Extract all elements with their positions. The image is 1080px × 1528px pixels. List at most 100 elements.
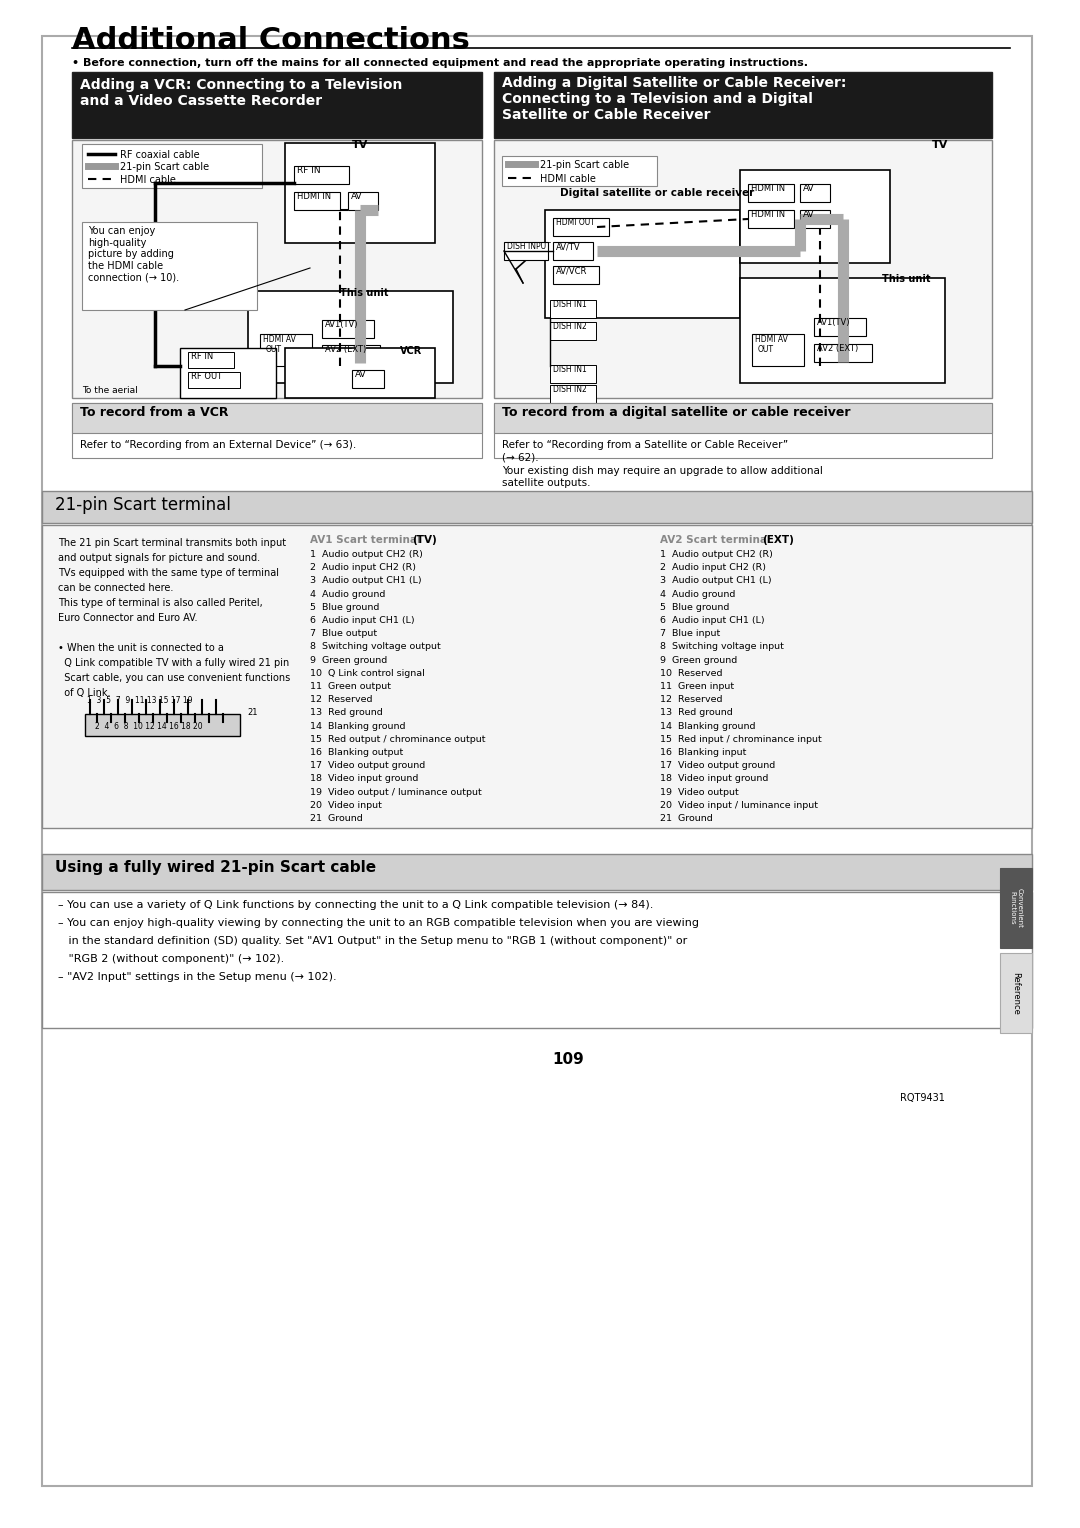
Text: DISH IN1: DISH IN1	[553, 299, 586, 309]
Text: This type of terminal is also called Peritel,: This type of terminal is also called Per…	[58, 597, 262, 608]
Bar	[42, 526, 1032, 828]
Text: – "AV2 Input" settings in the Setup menu (→ 102).: – "AV2 Input" settings in the Setup menu…	[58, 972, 337, 983]
Text: AV1(TV): AV1(TV)	[816, 318, 851, 327]
Text: 19  Video output / luminance output: 19 Video output / luminance output	[310, 787, 482, 796]
Text: 12  Reserved: 12 Reserved	[660, 695, 723, 704]
Text: • When the unit is connected to a: • When the unit is connected to a	[58, 643, 224, 652]
Bar	[553, 219, 609, 235]
Bar	[322, 345, 380, 364]
Bar	[348, 193, 378, 209]
Bar	[248, 290, 453, 384]
Text: To record from a digital satellite or cable receiver: To record from a digital satellite or ca…	[502, 406, 851, 419]
Bar	[504, 241, 548, 260]
Text: (TV): (TV)	[411, 535, 436, 545]
Text: in the standard definition (SD) quality. Set "AV1 Output" in the Setup menu to ": in the standard definition (SD) quality.…	[58, 937, 687, 946]
Text: 20  Video input: 20 Video input	[310, 801, 382, 810]
Bar	[1000, 953, 1032, 1033]
Text: 3  Audio output CH1 (L): 3 Audio output CH1 (L)	[310, 576, 421, 585]
Bar	[550, 322, 596, 341]
Bar	[72, 403, 482, 458]
Bar	[294, 193, 340, 209]
Text: OUT: OUT	[758, 345, 774, 354]
Bar	[740, 278, 945, 384]
Bar	[553, 266, 599, 284]
Bar	[740, 170, 890, 263]
Text: 17  Video output ground: 17 Video output ground	[310, 761, 426, 770]
Bar	[322, 319, 374, 338]
Text: "RGB 2 (without component)" (→ 102).: "RGB 2 (without component)" (→ 102).	[58, 953, 284, 964]
Bar	[494, 403, 993, 432]
Text: To record from a VCR: To record from a VCR	[80, 406, 229, 419]
Bar	[180, 348, 276, 397]
Text: 5  Blue ground: 5 Blue ground	[660, 604, 729, 611]
Text: 11  Green input: 11 Green input	[660, 681, 734, 691]
Bar	[42, 490, 1032, 523]
Text: 7  Blue output: 7 Blue output	[310, 630, 377, 639]
Text: AV: AV	[351, 193, 363, 202]
Text: This unit: This unit	[881, 274, 930, 284]
Text: 13  Red ground: 13 Red ground	[660, 709, 732, 718]
Text: 9  Green ground: 9 Green ground	[310, 656, 388, 665]
Text: HDMI OUT: HDMI OUT	[556, 219, 595, 228]
Text: 4  Audio ground: 4 Audio ground	[310, 590, 386, 599]
Text: HDMI IN: HDMI IN	[751, 183, 785, 193]
Bar	[352, 370, 384, 388]
Text: HDMI IN: HDMI IN	[297, 193, 332, 202]
Text: RF OUT: RF OUT	[191, 371, 222, 380]
Bar	[550, 385, 596, 403]
Text: This unit: This unit	[339, 287, 388, 298]
Bar	[748, 209, 794, 228]
Text: AV2 (EXT): AV2 (EXT)	[816, 344, 859, 353]
Text: RQT9431: RQT9431	[900, 1093, 945, 1103]
Text: 21-pin Scart terminal: 21-pin Scart terminal	[55, 497, 231, 513]
Text: Refer to “Recording from an External Device” (→ 63).: Refer to “Recording from an External Dev…	[80, 440, 356, 451]
Text: 1  Audio output CH2 (R): 1 Audio output CH2 (R)	[310, 550, 423, 559]
Circle shape	[490, 217, 542, 269]
Bar	[800, 183, 831, 202]
Text: HDMI IN: HDMI IN	[751, 209, 785, 219]
Bar	[188, 351, 234, 368]
Text: – You can enjoy high-quality viewing by connecting the unit to an RGB compatible: – You can enjoy high-quality viewing by …	[58, 918, 699, 927]
Text: Using a fully wired 21-pin Scart cable: Using a fully wired 21-pin Scart cable	[55, 860, 376, 876]
Bar	[285, 348, 435, 397]
Text: TVs equipped with the same type of terminal: TVs equipped with the same type of termi…	[58, 568, 279, 578]
Text: 2  Audio input CH2 (R): 2 Audio input CH2 (R)	[660, 564, 766, 571]
Bar	[82, 222, 257, 310]
Text: 16  Blanking input: 16 Blanking input	[660, 749, 746, 756]
Text: 4  Audio ground: 4 Audio ground	[660, 590, 735, 599]
Text: 5  Blue ground: 5 Blue ground	[310, 604, 379, 611]
Text: TV: TV	[932, 141, 948, 150]
Text: AV: AV	[804, 183, 814, 193]
Text: Reference: Reference	[1012, 972, 1021, 1015]
Bar	[294, 167, 349, 183]
Text: 1  3  5  7  9  11 13 15 17 19: 1 3 5 7 9 11 13 15 17 19	[87, 695, 192, 704]
Text: TV: TV	[352, 141, 368, 150]
Text: DISH IN1: DISH IN1	[553, 365, 586, 374]
Text: OUT: OUT	[266, 345, 282, 354]
Text: DISH IN2: DISH IN2	[553, 322, 586, 332]
Bar	[545, 209, 740, 318]
Bar	[72, 403, 482, 432]
Text: 19  Video output: 19 Video output	[660, 787, 739, 796]
Text: HDMI cable: HDMI cable	[120, 176, 176, 185]
Text: 8  Switching voltage input: 8 Switching voltage input	[660, 642, 784, 651]
Bar	[550, 365, 596, 384]
Bar	[42, 892, 1032, 1028]
Text: 11  Green output: 11 Green output	[310, 681, 391, 691]
Text: Convenient
Functions: Convenient Functions	[1010, 888, 1023, 927]
Bar	[814, 318, 866, 336]
Bar	[494, 403, 993, 458]
Bar	[82, 144, 262, 188]
Text: AV2 (EXT): AV2 (EXT)	[325, 345, 366, 354]
Text: To the aerial: To the aerial	[82, 387, 138, 396]
Text: HDMI cable: HDMI cable	[540, 174, 596, 183]
Text: 14  Blanking ground: 14 Blanking ground	[660, 721, 756, 730]
Text: 21-pin Scart cable: 21-pin Scart cable	[120, 162, 210, 173]
Text: 7  Blue input: 7 Blue input	[660, 630, 720, 639]
Text: AV: AV	[355, 370, 366, 379]
Bar	[260, 335, 312, 367]
Bar	[72, 141, 482, 397]
Text: Refer to “Recording from a Satellite or Cable Receiver”: Refer to “Recording from a Satellite or …	[502, 440, 788, 451]
Text: 21  Ground: 21 Ground	[310, 814, 363, 824]
Text: can be connected here.: can be connected here.	[58, 584, 174, 593]
